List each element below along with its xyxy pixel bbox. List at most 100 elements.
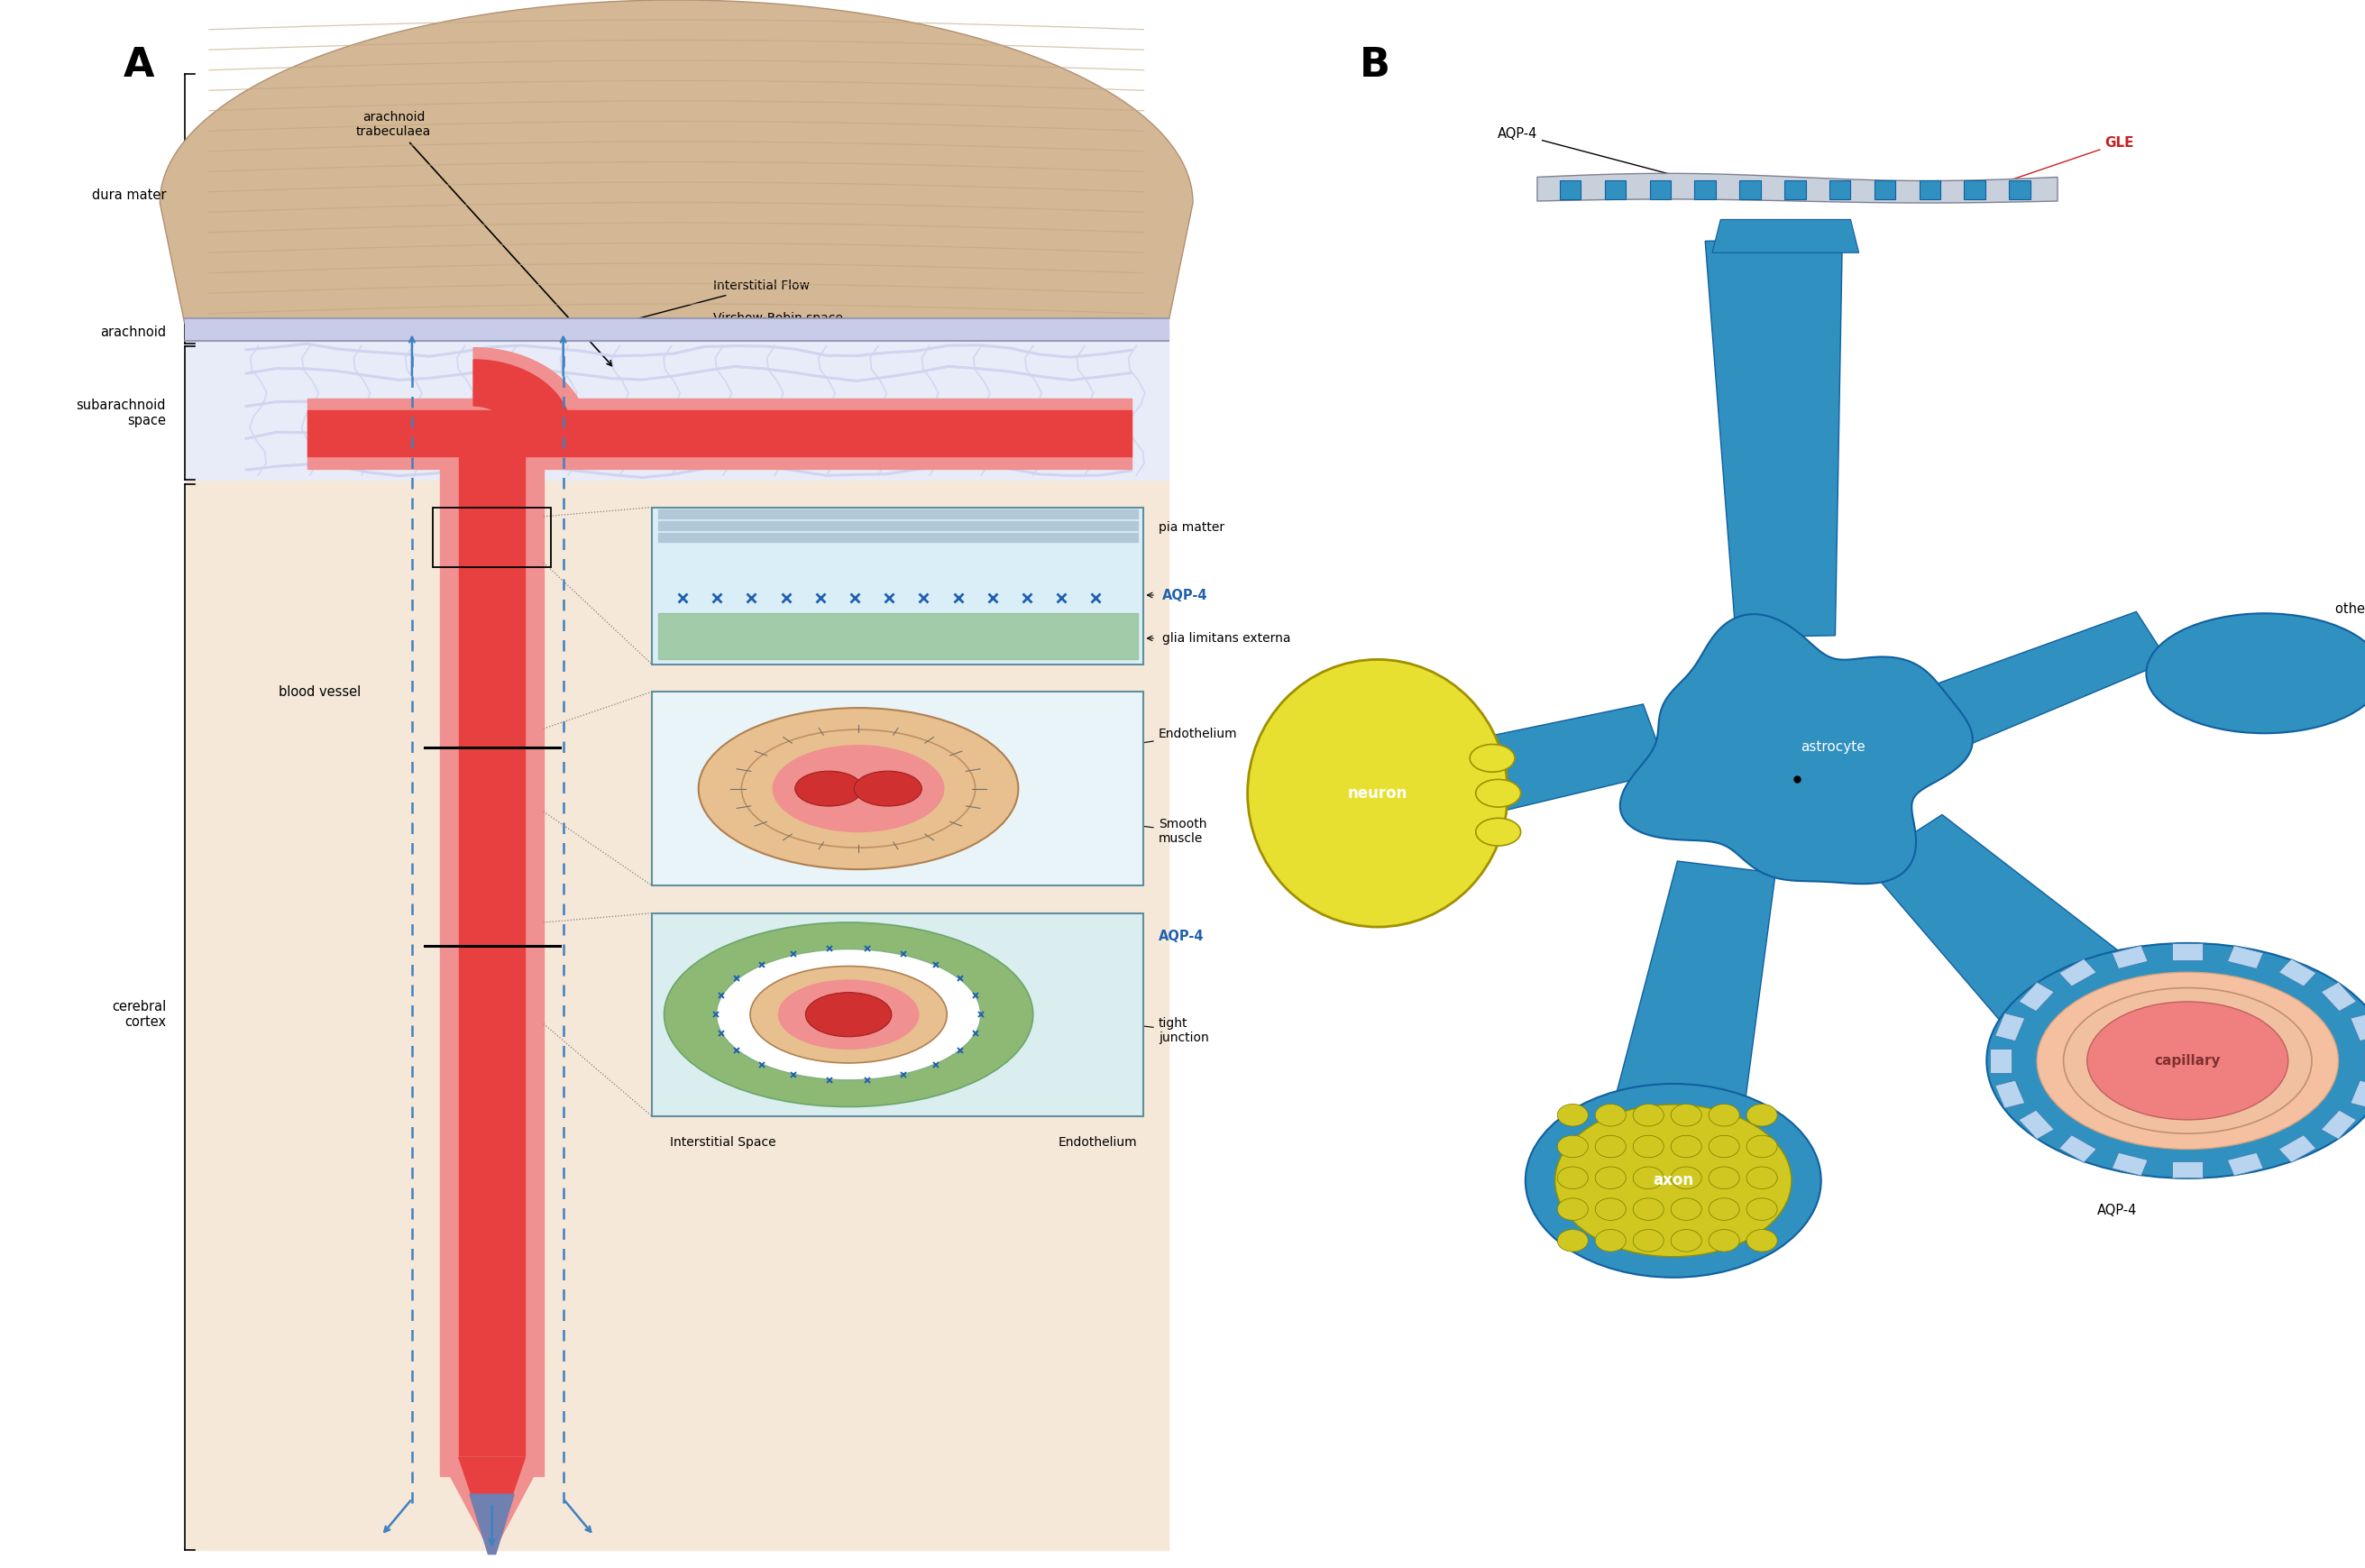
Ellipse shape (1556, 1104, 1793, 1256)
Ellipse shape (1708, 1104, 1741, 1126)
Ellipse shape (773, 745, 944, 833)
Polygon shape (1620, 615, 1972, 884)
Bar (1991, 1049, 2010, 1073)
Text: blood vessel: blood vessel (279, 685, 362, 698)
Bar (2112, 946, 2147, 969)
Ellipse shape (1556, 1104, 1589, 1126)
Polygon shape (1393, 704, 1667, 831)
Bar (2060, 960, 2095, 986)
Polygon shape (471, 1494, 513, 1554)
Bar (1831, 180, 1849, 199)
Ellipse shape (1556, 1135, 1589, 1157)
Bar (2020, 1110, 2055, 1140)
Ellipse shape (1745, 1198, 1778, 1220)
Ellipse shape (1471, 745, 1516, 771)
Text: pia matter: pia matter (1159, 521, 1225, 533)
Ellipse shape (1476, 779, 1521, 808)
Ellipse shape (2036, 972, 2339, 1149)
Polygon shape (184, 480, 1168, 1549)
Polygon shape (657, 521, 1138, 530)
Polygon shape (473, 348, 589, 433)
Text: subarachnoid
space: subarachnoid space (76, 398, 166, 428)
Polygon shape (473, 359, 572, 433)
Polygon shape (1537, 174, 2058, 202)
Text: Smooth
muscle: Smooth muscle (1010, 808, 1206, 845)
Bar (1741, 180, 1760, 199)
Ellipse shape (1745, 1104, 1778, 1126)
Text: cerebral
cortex: cerebral cortex (111, 1000, 166, 1029)
Ellipse shape (1708, 1135, 1741, 1157)
Ellipse shape (1745, 1167, 1778, 1189)
Polygon shape (1712, 220, 1859, 252)
Ellipse shape (1594, 1198, 1627, 1220)
Ellipse shape (1670, 1167, 1703, 1189)
Polygon shape (1615, 861, 1776, 1115)
Bar (1996, 1013, 2024, 1041)
Text: glia limitans externa: glia limitans externa (1161, 632, 1291, 644)
Ellipse shape (1632, 1135, 1665, 1157)
Text: Interstitial Flow: Interstitial Flow (572, 279, 809, 337)
Bar (2112, 1152, 2147, 1176)
Ellipse shape (2062, 988, 2313, 1134)
Polygon shape (459, 433, 525, 1475)
Polygon shape (1920, 612, 2169, 750)
Bar (1996, 1080, 2024, 1109)
Text: AQP-4: AQP-4 (1159, 930, 1204, 944)
Text: AQP-4: AQP-4 (1497, 127, 1722, 190)
Text: AQP-4: AQP-4 (1161, 588, 1209, 602)
Ellipse shape (1556, 1198, 1589, 1220)
Ellipse shape (1632, 1167, 1665, 1189)
Ellipse shape (1525, 1083, 1821, 1278)
Text: other astrocyte: other astrocyte (2337, 602, 2365, 616)
Ellipse shape (698, 707, 1019, 869)
Polygon shape (161, 0, 1192, 323)
Bar (2008, 180, 2029, 199)
Bar (1651, 180, 1670, 199)
Bar (2280, 1135, 2315, 1162)
Text: VRS: VRS (2346, 1109, 2365, 1146)
Ellipse shape (1556, 1167, 1589, 1189)
Polygon shape (184, 318, 1168, 342)
Ellipse shape (1670, 1135, 1703, 1157)
Polygon shape (657, 510, 1138, 519)
Ellipse shape (1632, 1229, 1665, 1251)
Ellipse shape (1249, 660, 1509, 927)
Ellipse shape (1987, 942, 2365, 1178)
Text: B: B (1360, 45, 1391, 85)
Ellipse shape (795, 771, 863, 806)
Text: astrocyte: astrocyte (1800, 740, 1866, 754)
Text: dura mater: dura mater (92, 188, 166, 202)
FancyBboxPatch shape (653, 913, 1145, 1116)
Text: A: A (123, 45, 154, 85)
Ellipse shape (1708, 1198, 1741, 1220)
Ellipse shape (1708, 1229, 1741, 1251)
Bar (2320, 1110, 2356, 1140)
Ellipse shape (2088, 1002, 2289, 1120)
Polygon shape (1866, 815, 2195, 1094)
Text: neuron: neuron (1348, 786, 1407, 801)
Ellipse shape (1745, 1229, 1778, 1251)
Bar (433, 508, 551, 568)
Ellipse shape (1670, 1198, 1703, 1220)
Bar (2351, 1013, 2365, 1041)
Bar (2020, 982, 2055, 1011)
Bar (2060, 1135, 2095, 1162)
Text: capillary: capillary (2155, 1054, 2221, 1068)
Ellipse shape (806, 993, 892, 1036)
Text: Interstitial Space: Interstitial Space (669, 1137, 776, 1149)
Bar (1963, 180, 1987, 199)
Ellipse shape (1670, 1104, 1703, 1126)
Polygon shape (657, 613, 1138, 660)
Bar (2280, 960, 2315, 986)
Ellipse shape (854, 771, 922, 806)
Ellipse shape (1594, 1104, 1627, 1126)
Bar (2171, 944, 2202, 960)
Bar (2228, 946, 2263, 969)
Ellipse shape (1745, 1135, 1778, 1157)
Text: arachnoid: arachnoid (99, 325, 166, 339)
Bar (1783, 180, 1807, 199)
Text: Endothelium: Endothelium (979, 728, 1237, 770)
Ellipse shape (717, 949, 981, 1080)
Ellipse shape (1670, 1229, 1703, 1251)
Ellipse shape (1556, 1229, 1589, 1251)
